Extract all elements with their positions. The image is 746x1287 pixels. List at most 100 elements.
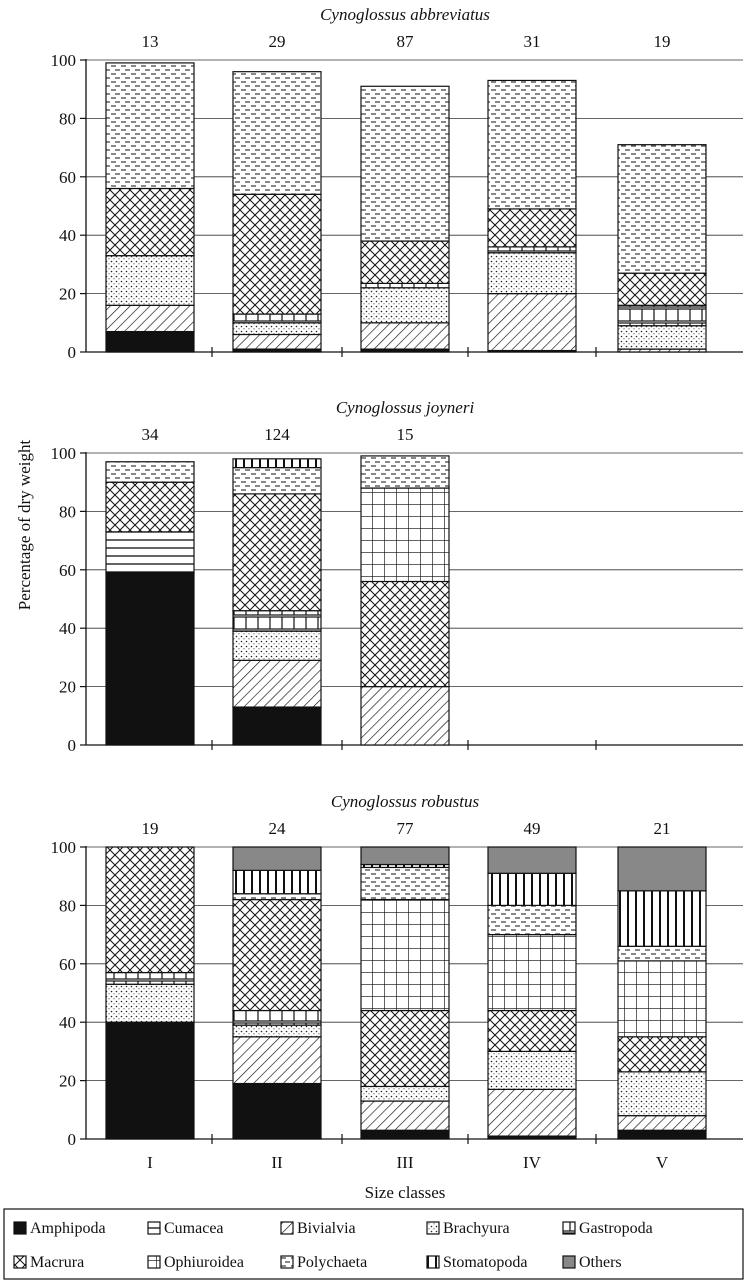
segment-amphipoda xyxy=(105,572,195,746)
legend-label: Brachyura xyxy=(443,1220,510,1237)
segment-others xyxy=(617,846,707,892)
segment-polychaeta xyxy=(487,79,577,210)
x-axis-label: Size classes xyxy=(365,1183,446,1202)
legend-item-stomatopoda: Stomatopoda xyxy=(426,1254,527,1271)
segment-brachyura xyxy=(487,252,577,295)
segment-cumacea xyxy=(105,531,195,574)
segment-brachyura xyxy=(487,1050,577,1090)
x-tick-label: V xyxy=(656,1153,669,1172)
legend-item-polychaeta: Polychaeta xyxy=(280,1254,367,1271)
segment-brachyura xyxy=(617,1071,707,1117)
segment-others xyxy=(360,846,450,866)
panel-title: Cynoglossus abbreviatus xyxy=(320,5,490,24)
segment-macrura xyxy=(232,493,322,612)
legend-label: Others xyxy=(579,1254,622,1271)
segment-polychaeta xyxy=(617,144,707,274)
bar-ii xyxy=(232,458,322,746)
segment-macrura xyxy=(105,481,195,533)
legend-swatch xyxy=(13,1255,27,1269)
segment-bivialvia xyxy=(105,304,195,333)
segment-polychaeta xyxy=(105,461,195,483)
segment-ophiuroidea xyxy=(360,898,450,1012)
legend-swatch xyxy=(147,1221,161,1235)
x-tick-label: I xyxy=(147,1153,153,1172)
segment-gastropoda xyxy=(617,304,707,327)
segment-polychaeta xyxy=(360,866,450,901)
segment-amphipoda xyxy=(232,1082,322,1140)
segment-polychaeta xyxy=(360,455,450,489)
segment-bivialvia xyxy=(232,1036,322,1085)
segment-polychaeta xyxy=(232,71,322,195)
y-tick-label: 40 xyxy=(59,1013,76,1032)
y-tick-label: 40 xyxy=(59,226,76,245)
segment-bivialvia xyxy=(232,333,322,350)
panel-cynoglossus-robustus: Cynoglossus robustus 0 20 40 60 80 100 19 I 24 II 7… xyxy=(51,792,743,1172)
legend-label: Polychaeta xyxy=(297,1254,367,1271)
segment-others xyxy=(232,846,322,871)
y-tick-label: 60 xyxy=(59,561,76,580)
segment-bivialvia xyxy=(487,1088,577,1137)
segment-amphipoda xyxy=(232,706,322,746)
segment-polychaeta xyxy=(487,904,577,936)
bar-ii xyxy=(232,846,322,1140)
panel-title: Cynoglossus joyneri xyxy=(336,398,475,417)
x-tick-label: IV xyxy=(523,1153,542,1172)
legend-box xyxy=(3,1208,744,1280)
sample-size-label: 19 xyxy=(654,32,671,51)
legend-item-bivialvia: Bivialvia xyxy=(280,1220,356,1237)
segment-ophiuroidea xyxy=(360,487,450,583)
segment-macrura xyxy=(232,898,322,1012)
segment-gastropoda xyxy=(360,282,450,289)
legend: Amphipoda Cumacea Bivialvia Brachyura Gastro… xyxy=(3,1208,744,1280)
segment-macrura xyxy=(360,1009,450,1088)
y-tick-label: 60 xyxy=(59,955,76,974)
segment-bivialvia xyxy=(232,659,322,708)
segment-bivialvia xyxy=(360,1100,450,1131)
bar-ii xyxy=(232,71,322,353)
legend-swatch xyxy=(280,1255,294,1269)
legend-item-others: Others xyxy=(562,1254,622,1271)
bar-v xyxy=(617,144,707,353)
legend-swatch xyxy=(562,1255,576,1269)
legend-label: Gastropoda xyxy=(579,1220,653,1237)
legend-item-brachyura: Brachyura xyxy=(426,1220,510,1237)
legend-swatch xyxy=(280,1221,294,1235)
segment-gastropoda xyxy=(232,1009,322,1026)
legend-swatch xyxy=(13,1221,27,1235)
segment-stomatopoda xyxy=(232,869,322,895)
legend-label: Macrura xyxy=(30,1254,84,1271)
legend-label: Stomatopoda xyxy=(443,1254,527,1271)
legend-label: Ophiuroidea xyxy=(164,1254,244,1271)
bar-iv xyxy=(487,846,577,1140)
legend-item-gastropoda: Gastropoda xyxy=(562,1220,653,1237)
segment-brachyura xyxy=(617,325,707,350)
sample-size-label: 29 xyxy=(269,32,286,51)
legend-item-ophiuroidea: Ophiuroidea xyxy=(147,1254,244,1271)
segment-brachyura xyxy=(232,630,322,661)
legend-label: Bivialvia xyxy=(297,1220,356,1237)
bar-iii xyxy=(360,85,450,353)
bar-i xyxy=(105,62,195,353)
segment-brachyura xyxy=(232,322,322,336)
sample-size-label: 13 xyxy=(142,32,159,51)
legend-swatch xyxy=(562,1221,576,1235)
segment-gastropoda xyxy=(232,610,322,632)
segment-stomatopoda xyxy=(487,872,577,907)
segment-amphipoda xyxy=(105,1021,195,1140)
y-tick-label: 80 xyxy=(59,502,76,521)
y-tick-label: 20 xyxy=(59,1072,76,1091)
y-axis-label: Percentage of dry weight xyxy=(15,440,34,611)
y-tick-label: 100 xyxy=(51,444,77,463)
legend-swatch xyxy=(426,1221,440,1235)
segment-bivialvia xyxy=(617,1115,707,1131)
legend-swatch xyxy=(426,1255,440,1269)
bar-i xyxy=(105,461,195,746)
segment-macrura xyxy=(360,240,450,284)
legend-item-amphipoda: Amphipoda xyxy=(13,1220,106,1237)
sample-size-label: 49 xyxy=(524,819,541,838)
segment-bivialvia xyxy=(360,322,450,350)
segment-bivialvia xyxy=(360,685,450,746)
y-tick-label: 20 xyxy=(59,285,76,304)
segment-ophiuroidea xyxy=(487,933,577,1012)
